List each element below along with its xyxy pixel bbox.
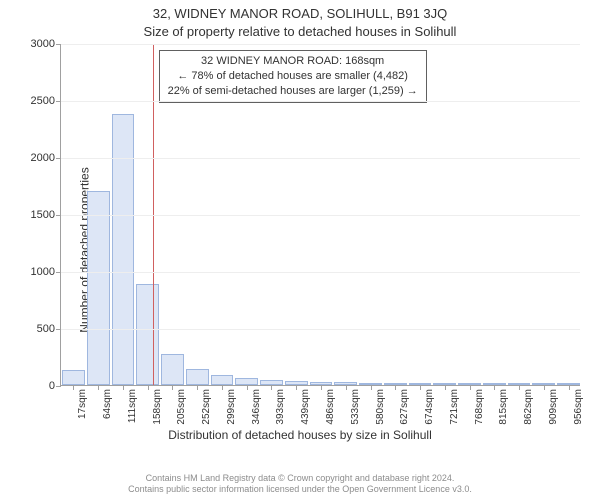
bar — [136, 284, 159, 385]
bar — [211, 375, 234, 385]
footer-line-2: Contains public sector information licen… — [0, 484, 600, 496]
bar — [186, 369, 209, 385]
info-box: 32 WIDNEY MANOR ROAD: 168sqm ← 78% of de… — [159, 50, 427, 103]
chart-title-sub: Size of property relative to detached ho… — [0, 21, 600, 41]
y-tick-label: 500 — [21, 323, 61, 335]
y-tick-label: 3000 — [21, 38, 61, 50]
plot-area: 32 WIDNEY MANOR ROAD: 168sqm ← 78% of de… — [60, 44, 580, 386]
bar — [87, 191, 110, 385]
grid-line — [61, 329, 580, 330]
footer-attribution: Contains HM Land Registry data © Crown c… — [0, 473, 600, 496]
chart-title-main: 32, WIDNEY MANOR ROAD, SOLIHULL, B91 3JQ — [0, 0, 600, 21]
footer-line-1: Contains HM Land Registry data © Crown c… — [0, 473, 600, 485]
bar — [62, 370, 85, 385]
bar — [235, 378, 258, 385]
grid-line — [61, 101, 580, 102]
info-line-3: 22% of semi-detached houses are larger (… — [168, 84, 418, 99]
grid-line — [61, 272, 580, 273]
y-tick-label: 1500 — [21, 209, 61, 221]
bar — [112, 114, 135, 385]
grid-line — [61, 44, 580, 45]
y-tick-label: 1000 — [21, 266, 61, 278]
grid-line — [61, 158, 580, 159]
y-tick-label: 2500 — [21, 95, 61, 107]
bar — [161, 354, 184, 385]
info-line-2: ← 78% of detached houses are smaller (4,… — [168, 69, 418, 84]
chart-container: Number of detached properties 32 WIDNEY … — [0, 40, 600, 460]
y-tick-label: 0 — [21, 380, 61, 392]
y-tick-label: 2000 — [21, 152, 61, 164]
info-line-1: 32 WIDNEY MANOR ROAD: 168sqm — [168, 54, 418, 69]
grid-line — [61, 215, 580, 216]
x-axis-label: Distribution of detached houses by size … — [0, 428, 600, 442]
